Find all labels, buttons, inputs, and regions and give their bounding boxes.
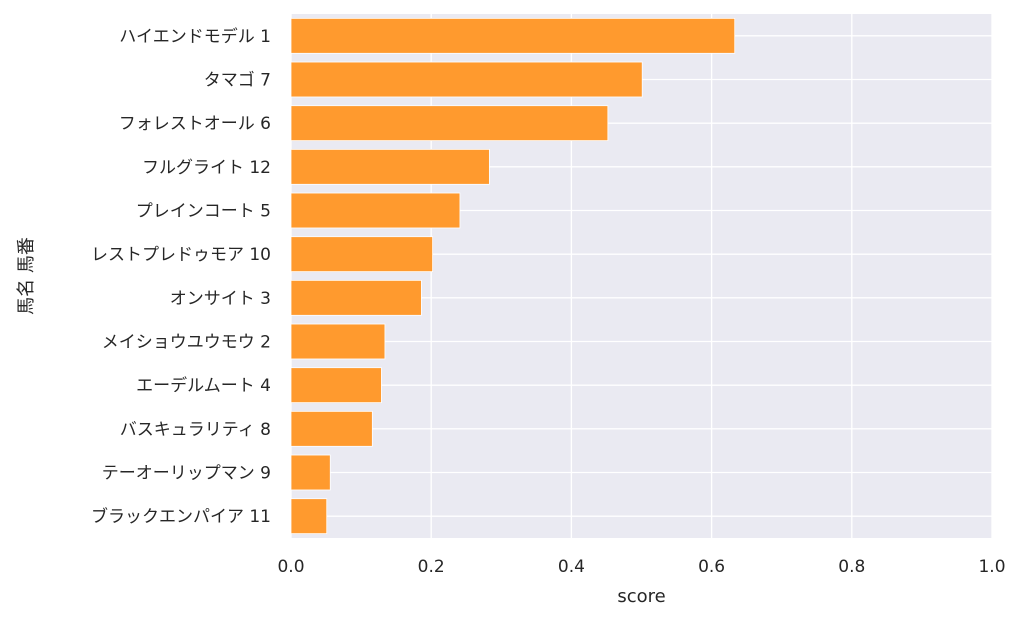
category-label: フルグライト 12	[142, 158, 271, 178]
bar	[290, 105, 609, 142]
bar	[290, 323, 386, 360]
plot-background	[291, 14, 992, 538]
bar	[290, 236, 434, 273]
category-label: メイショウユウモウ 2	[102, 333, 271, 353]
bar	[290, 454, 331, 491]
x-tick-label: 0.6	[698, 557, 725, 577]
bar	[290, 279, 422, 316]
bar	[290, 61, 643, 98]
bar	[290, 192, 461, 229]
bars	[290, 17, 736, 535]
category-label: フォレストオール 6	[119, 114, 271, 134]
bar	[290, 410, 373, 447]
bar	[290, 367, 382, 404]
category-label: テーオーリップマン 9	[102, 464, 271, 484]
category-label: オンサイト 3	[170, 289, 271, 309]
category-label: バスキュラリティ 8	[120, 420, 271, 440]
x-tick-label: 0.4	[558, 557, 585, 577]
bar	[290, 498, 328, 535]
category-label: ハイエンドモデル 1	[119, 26, 271, 47]
category-label: プレインコート 5	[136, 202, 271, 222]
bar	[290, 17, 736, 54]
y-axis-label: 馬名 馬番	[16, 237, 37, 315]
category-label: タマゴ 7	[204, 70, 271, 91]
x-tick-label: 0.0	[277, 557, 304, 577]
x-tick-label: 1.0	[978, 557, 1005, 577]
category-label: エーデルムート 4	[136, 375, 271, 396]
x-tick-labels: 0.0 0.2 0.4 0.6 0.8 1.0	[277, 557, 1005, 577]
category-label: レストプレドゥモア 10	[91, 245, 271, 265]
x-tick-label: 0.8	[838, 557, 865, 577]
category-label: ブラックエンパイア 11	[91, 506, 271, 527]
x-axis-label: score	[617, 586, 665, 607]
x-tick-label: 0.2	[418, 557, 445, 577]
bar	[290, 148, 490, 185]
category-labels: ハイエンドモデル 1 タマゴ 7 フォレストオール 6 フルグライト 12 プレインコー…	[91, 26, 271, 527]
